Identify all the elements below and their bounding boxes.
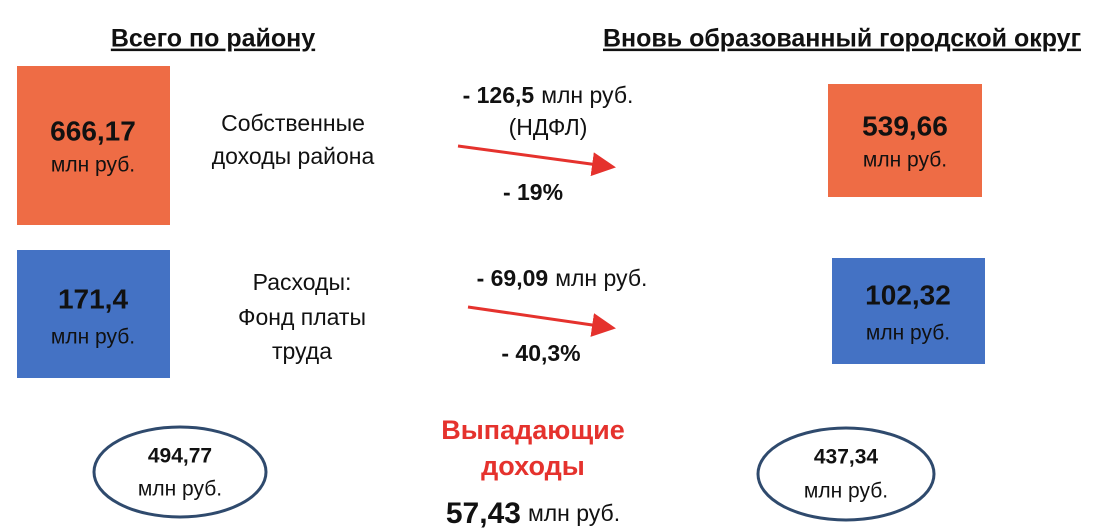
label: Собственные [221, 110, 365, 136]
label: труда [272, 338, 332, 364]
shortfall: 57,43 млн руб. [446, 497, 620, 530]
box-right-expense [832, 258, 985, 364]
change-amount: - 69,09 млн руб. [477, 265, 648, 291]
total-unit: млн руб. [138, 478, 222, 501]
value: 171,4 [58, 283, 128, 314]
box-left-income [17, 66, 170, 225]
label: Фонд платы [238, 304, 366, 330]
total-unit: млн руб. [804, 480, 888, 503]
change-amount: - 126,5 млн руб. [463, 82, 634, 108]
total-value: 494,77 [148, 445, 212, 468]
label: Расходы: [253, 269, 352, 295]
header-left: Всего по району [111, 25, 315, 53]
unit: млн руб. [541, 82, 633, 108]
box-right-income [828, 84, 982, 197]
amount: - 69,09 [477, 265, 549, 291]
value: 102,32 [865, 279, 951, 310]
shortfall-unit: млн руб. [528, 500, 620, 526]
change-note: (НДФЛ) [509, 114, 588, 140]
shortfall-title: Выпадающие [441, 415, 625, 445]
arrow [467, 305, 616, 337]
unit: млн руб. [866, 322, 950, 345]
header-right: Вновь образованный городской округ [603, 25, 1081, 53]
value: 666,17 [50, 115, 136, 146]
unit: млн руб. [863, 149, 947, 172]
amount: - 126,5 [463, 82, 535, 108]
unit: млн руб. [555, 265, 647, 291]
arrow [457, 144, 616, 177]
value: 539,66 [862, 110, 948, 141]
change-percent: - 19% [503, 179, 563, 205]
ellipse-right [756, 426, 936, 522]
unit: млн руб. [51, 326, 135, 349]
label: доходы района [212, 143, 375, 169]
unit: млн руб. [51, 154, 135, 177]
box-left-expense [17, 250, 170, 378]
change-percent: - 40,3% [501, 340, 580, 366]
total-value: 437,34 [814, 446, 879, 469]
shortfall-value: 57,43 [446, 497, 521, 530]
ellipse-left [92, 425, 268, 519]
shortfall-title: доходы [481, 451, 585, 481]
